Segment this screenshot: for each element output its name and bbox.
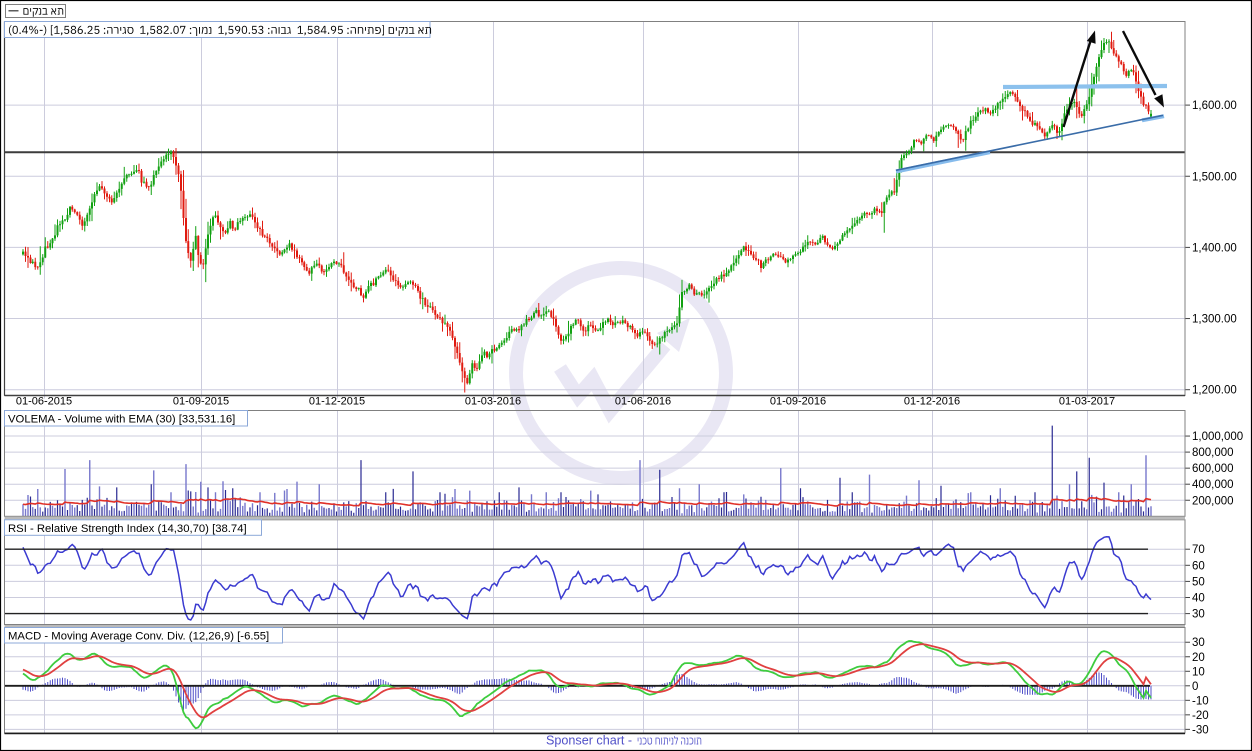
svg-text:01-03-2016: 01-03-2016 xyxy=(465,396,521,408)
svg-text:VOLEMA - Volume with EMA (30): VOLEMA - Volume with EMA (30) [33,531.16… xyxy=(8,414,235,426)
svg-text:1,200.00: 1,200.00 xyxy=(1192,385,1237,397)
svg-text:01-12-2015: 01-12-2015 xyxy=(309,396,365,408)
svg-text:-30: -30 xyxy=(1192,724,1209,736)
svg-text:200,000: 200,000 xyxy=(1192,495,1234,507)
svg-text:Sponser chart -: Sponser chart - xyxy=(546,734,632,748)
svg-text:01-06-2015: 01-06-2015 xyxy=(16,396,72,408)
svg-text:70: 70 xyxy=(1192,544,1205,556)
svg-text:40: 40 xyxy=(1192,593,1205,605)
svg-text:01-06-2016: 01-06-2016 xyxy=(615,396,671,408)
svg-text:600,000: 600,000 xyxy=(1192,463,1234,475)
svg-text:0: 0 xyxy=(1192,681,1198,693)
svg-text:20: 20 xyxy=(1192,652,1205,664)
svg-text:01-03-2017: 01-03-2017 xyxy=(1059,396,1115,408)
svg-text:01-09-2016: 01-09-2016 xyxy=(770,396,826,408)
svg-text:50: 50 xyxy=(1192,576,1205,588)
svg-text:400,000: 400,000 xyxy=(1192,479,1234,491)
svg-text:01-09-2015: 01-09-2015 xyxy=(173,396,229,408)
svg-text:-20: -20 xyxy=(1192,710,1209,722)
svg-text:1,300.00: 1,300.00 xyxy=(1192,314,1237,326)
svg-text:60: 60 xyxy=(1192,560,1205,572)
svg-text:MACD - Moving Average Conv. Di: MACD - Moving Average Conv. Div. (12,26,… xyxy=(8,631,269,643)
svg-text:01-12-2016: 01-12-2016 xyxy=(904,396,960,408)
svg-text:1,600.00: 1,600.00 xyxy=(1192,100,1237,112)
svg-text:-10: -10 xyxy=(1192,695,1209,707)
svg-text:10: 10 xyxy=(1192,666,1205,678)
svg-text:30: 30 xyxy=(1192,609,1205,621)
svg-text:1,400.00: 1,400.00 xyxy=(1192,242,1237,254)
svg-text:1,000,000: 1,000,000 xyxy=(1192,431,1243,443)
svg-text:30: 30 xyxy=(1192,637,1205,649)
svg-text:800,000: 800,000 xyxy=(1192,447,1234,459)
svg-text:1,500.00: 1,500.00 xyxy=(1192,171,1237,183)
svg-text:RSI - Relative Strength Index: RSI - Relative Strength Index (14,30,70)… xyxy=(8,523,247,535)
